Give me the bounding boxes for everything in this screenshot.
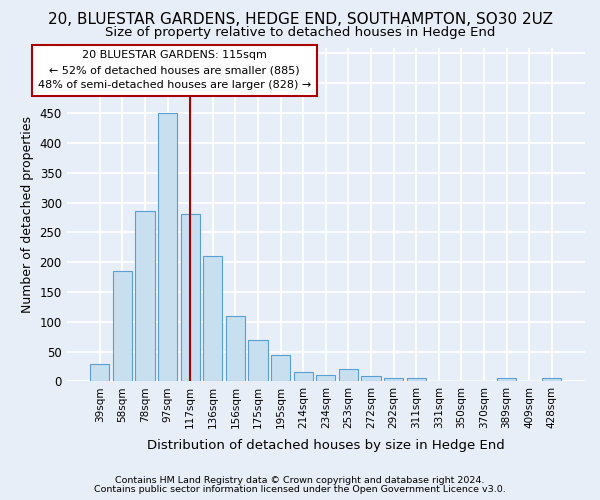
Text: Size of property relative to detached houses in Hedge End: Size of property relative to detached ho…: [105, 26, 495, 39]
X-axis label: Distribution of detached houses by size in Hedge End: Distribution of detached houses by size …: [147, 440, 505, 452]
Text: Contains public sector information licensed under the Open Government Licence v3: Contains public sector information licen…: [94, 485, 506, 494]
Bar: [113, 271, 132, 382]
Bar: [407, 378, 426, 382]
Bar: [90, 364, 109, 382]
Bar: [497, 378, 516, 382]
Text: 20 BLUESTAR GARDENS: 115sqm
← 52% of detached houses are smaller (885)
48% of se: 20 BLUESTAR GARDENS: 115sqm ← 52% of det…: [38, 50, 311, 90]
Bar: [136, 212, 155, 382]
Bar: [158, 113, 177, 382]
Text: Contains HM Land Registry data © Crown copyright and database right 2024.: Contains HM Land Registry data © Crown c…: [115, 476, 485, 485]
Bar: [316, 375, 335, 382]
Bar: [248, 340, 268, 382]
Bar: [203, 256, 223, 382]
Bar: [542, 378, 562, 382]
Bar: [384, 378, 403, 382]
Bar: [271, 354, 290, 382]
Text: 20, BLUESTAR GARDENS, HEDGE END, SOUTHAMPTON, SO30 2UZ: 20, BLUESTAR GARDENS, HEDGE END, SOUTHAM…: [47, 12, 553, 26]
Bar: [226, 316, 245, 382]
Bar: [293, 372, 313, 382]
Y-axis label: Number of detached properties: Number of detached properties: [21, 116, 34, 313]
Bar: [361, 376, 380, 382]
Bar: [181, 214, 200, 382]
Bar: [339, 370, 358, 382]
